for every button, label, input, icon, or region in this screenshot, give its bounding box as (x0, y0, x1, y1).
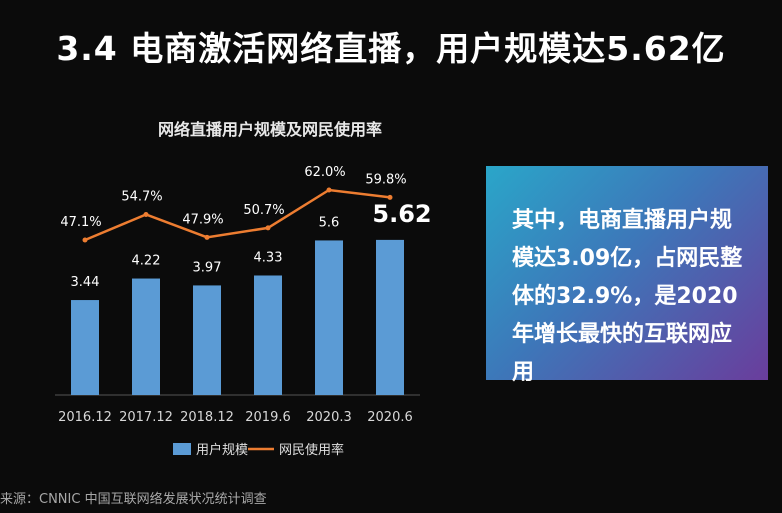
callout-box: 其中，电商直播用户规模达3.09亿，占网民整体的32.9%，是2020年增长最快… (486, 166, 768, 385)
source-note: 来源：CNNIC 中国互联网络发展状况统计调查 (0, 492, 267, 507)
bar (132, 278, 160, 395)
x-tick-label: 2017.12 (119, 410, 173, 425)
slide-title: 3.4 电商激活网络直播，用户规模达5.62亿 (56, 29, 726, 68)
bar-value-label: 5.62 (372, 200, 431, 228)
line-value-label: 62.0% (304, 165, 345, 180)
line-point (143, 211, 149, 217)
usage-rate-line (84, 188, 391, 242)
x-tick-label: 2020.6 (367, 410, 413, 425)
bar-value-label: 4.33 (254, 250, 283, 265)
bar (193, 285, 221, 395)
line-point (265, 225, 271, 231)
legend-line-label: 网民使用率 (279, 442, 344, 458)
line-value-label: 59.8% (365, 172, 406, 187)
x-tick-label: 2019.6 (245, 410, 291, 425)
bar-value-label: 3.44 (71, 275, 100, 290)
bar (71, 300, 99, 395)
x-tick-label: 2020.3 (306, 410, 352, 425)
bar (376, 239, 404, 395)
bar (315, 240, 343, 395)
bar (254, 275, 282, 395)
line-point (82, 237, 88, 243)
line-value-label: 54.7% (121, 189, 162, 204)
bar-value-label: 5.6 (319, 215, 340, 230)
line-value-label: 50.7% (243, 203, 284, 218)
line-point (204, 234, 210, 240)
legend-bar-label: 用户规模 (196, 442, 248, 458)
bar-value-label: 4.22 (132, 254, 161, 269)
legend-bar-swatch (173, 443, 191, 455)
x-tick-label: 2016.12 (58, 410, 112, 425)
line-value-label: 47.1% (60, 215, 101, 230)
chart-title: 网络直播用户规模及网民使用率 (157, 120, 382, 139)
callout-text: 其中，电商直播用户规模达3.09亿，占网民整体的32.9%，是2020年增长最快… (512, 208, 743, 385)
x-tick-label: 2018.12 (180, 410, 234, 425)
line-point (387, 194, 393, 200)
bar-value-label: 3.97 (193, 260, 222, 275)
line-point (326, 187, 332, 193)
line-value-label: 47.9% (182, 212, 223, 227)
